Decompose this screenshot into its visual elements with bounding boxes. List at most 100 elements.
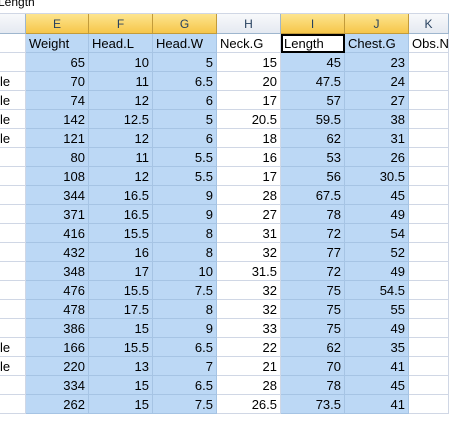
cell-I[interactable]: 62: [281, 129, 345, 148]
cell-I[interactable]: 56: [281, 167, 345, 186]
cell-E[interactable]: 416: [26, 224, 89, 243]
cell-E[interactable]: 334: [26, 376, 89, 395]
cell-I[interactable]: 47.5: [281, 72, 345, 91]
cell-lead[interactable]: [0, 395, 26, 414]
cell-G[interactable]: 6.5: [153, 72, 217, 91]
cell-F[interactable]: 15.5: [89, 281, 153, 300]
cell-F[interactable]: 12: [89, 129, 153, 148]
cell-F[interactable]: 16.5: [89, 186, 153, 205]
cell-lead[interactable]: [0, 243, 26, 262]
cell-J[interactable]: 55: [345, 300, 409, 319]
cell-J[interactable]: 27: [345, 91, 409, 110]
cell-header-obs-n[interactable]: Obs.N: [409, 34, 449, 53]
cell-I[interactable]: 77: [281, 243, 345, 262]
cell-J[interactable]: 41: [345, 357, 409, 376]
cell-E[interactable]: 166: [26, 338, 89, 357]
cell-K[interactable]: [409, 243, 449, 262]
cell-I[interactable]: 72: [281, 262, 345, 281]
cell-J[interactable]: 45: [345, 186, 409, 205]
cell-K[interactable]: [409, 186, 449, 205]
cell-H[interactable]: 32: [217, 243, 281, 262]
cell-K[interactable]: [409, 110, 449, 129]
cell-J[interactable]: 49: [345, 319, 409, 338]
cell-F[interactable]: 13: [89, 357, 153, 376]
cell-G[interactable]: 6.5: [153, 338, 217, 357]
cell-G[interactable]: 9: [153, 319, 217, 338]
cell-E[interactable]: 65: [26, 53, 89, 72]
cell-lead[interactable]: [0, 319, 26, 338]
cell-H[interactable]: 28: [217, 376, 281, 395]
cell-E[interactable]: 476: [26, 281, 89, 300]
cell-J[interactable]: 26: [345, 148, 409, 167]
cell-I[interactable]: 75: [281, 300, 345, 319]
cell-K[interactable]: [409, 262, 449, 281]
cell-H[interactable]: 32: [217, 281, 281, 300]
cell-lead[interactable]: [0, 167, 26, 186]
cell-lead[interactable]: [0, 186, 26, 205]
cell-G[interactable]: 5.5: [153, 167, 217, 186]
cell-J[interactable]: 35: [345, 338, 409, 357]
cell-I[interactable]: 75: [281, 319, 345, 338]
cell-E[interactable]: 80: [26, 148, 89, 167]
cell-I[interactable]: 78: [281, 205, 345, 224]
cell-lead[interactable]: [0, 53, 26, 72]
cell-F[interactable]: 12.5: [89, 110, 153, 129]
cell-H[interactable]: 33: [217, 319, 281, 338]
cell-I[interactable]: 73.5: [281, 395, 345, 414]
cell-lead[interactable]: le: [0, 357, 26, 376]
cell-K[interactable]: [409, 357, 449, 376]
cell-K[interactable]: [409, 148, 449, 167]
cell-E[interactable]: 344: [26, 186, 89, 205]
cell-H[interactable]: 27: [217, 205, 281, 224]
cell-J[interactable]: 38: [345, 110, 409, 129]
cell-K[interactable]: [409, 72, 449, 91]
cell-H[interactable]: 28: [217, 186, 281, 205]
cell-K[interactable]: [409, 319, 449, 338]
cell-header-neck-g[interactable]: Neck.G: [217, 34, 281, 53]
cell-lead[interactable]: [0, 148, 26, 167]
cell-H[interactable]: 16: [217, 148, 281, 167]
cell-K[interactable]: [409, 91, 449, 110]
cell-J[interactable]: 52: [345, 243, 409, 262]
column-header-F[interactable]: F: [89, 14, 153, 34]
cell-K[interactable]: [409, 300, 449, 319]
cell-G[interactable]: 7.5: [153, 281, 217, 300]
cell-G[interactable]: 8: [153, 243, 217, 262]
cell-I[interactable]: 57: [281, 91, 345, 110]
cell-F[interactable]: 16: [89, 243, 153, 262]
cell-H[interactable]: 32: [217, 300, 281, 319]
cell-J[interactable]: 30.5: [345, 167, 409, 186]
cell-lead[interactable]: [0, 376, 26, 395]
cell-I[interactable]: 62: [281, 338, 345, 357]
cell-G[interactable]: 7: [153, 357, 217, 376]
cell-G[interactable]: 5: [153, 53, 217, 72]
cell-lead[interactable]: le: [0, 338, 26, 357]
cell-E[interactable]: 478: [26, 300, 89, 319]
cell-K[interactable]: [409, 281, 449, 300]
cell-F[interactable]: 15.5: [89, 224, 153, 243]
cell-K[interactable]: [409, 205, 449, 224]
cell-K[interactable]: [409, 338, 449, 357]
cell-E[interactable]: 108: [26, 167, 89, 186]
cell-E[interactable]: 432: [26, 243, 89, 262]
cell-G[interactable]: 5.5: [153, 148, 217, 167]
cell-F[interactable]: 11: [89, 148, 153, 167]
cell-I[interactable]: 75: [281, 281, 345, 300]
cell-H[interactable]: 26.5: [217, 395, 281, 414]
cell-H[interactable]: 15: [217, 53, 281, 72]
cell-E[interactable]: 348: [26, 262, 89, 281]
cell-lead[interactable]: le: [0, 110, 26, 129]
cell-G[interactable]: 9: [153, 205, 217, 224]
cell-I[interactable]: 45: [281, 53, 345, 72]
cell-I[interactable]: 59.5: [281, 110, 345, 129]
cell-E[interactable]: 371: [26, 205, 89, 224]
cell-F[interactable]: 17.5: [89, 300, 153, 319]
cell-J[interactable]: 49: [345, 205, 409, 224]
cell-E[interactable]: 142: [26, 110, 89, 129]
cell-F[interactable]: 17: [89, 262, 153, 281]
cell-G[interactable]: 7.5: [153, 395, 217, 414]
cell-lead[interactable]: [0, 300, 26, 319]
cell-header-chest-g[interactable]: Chest.G: [345, 34, 409, 53]
cell-I[interactable]: 67.5: [281, 186, 345, 205]
cell-I[interactable]: 72: [281, 224, 345, 243]
